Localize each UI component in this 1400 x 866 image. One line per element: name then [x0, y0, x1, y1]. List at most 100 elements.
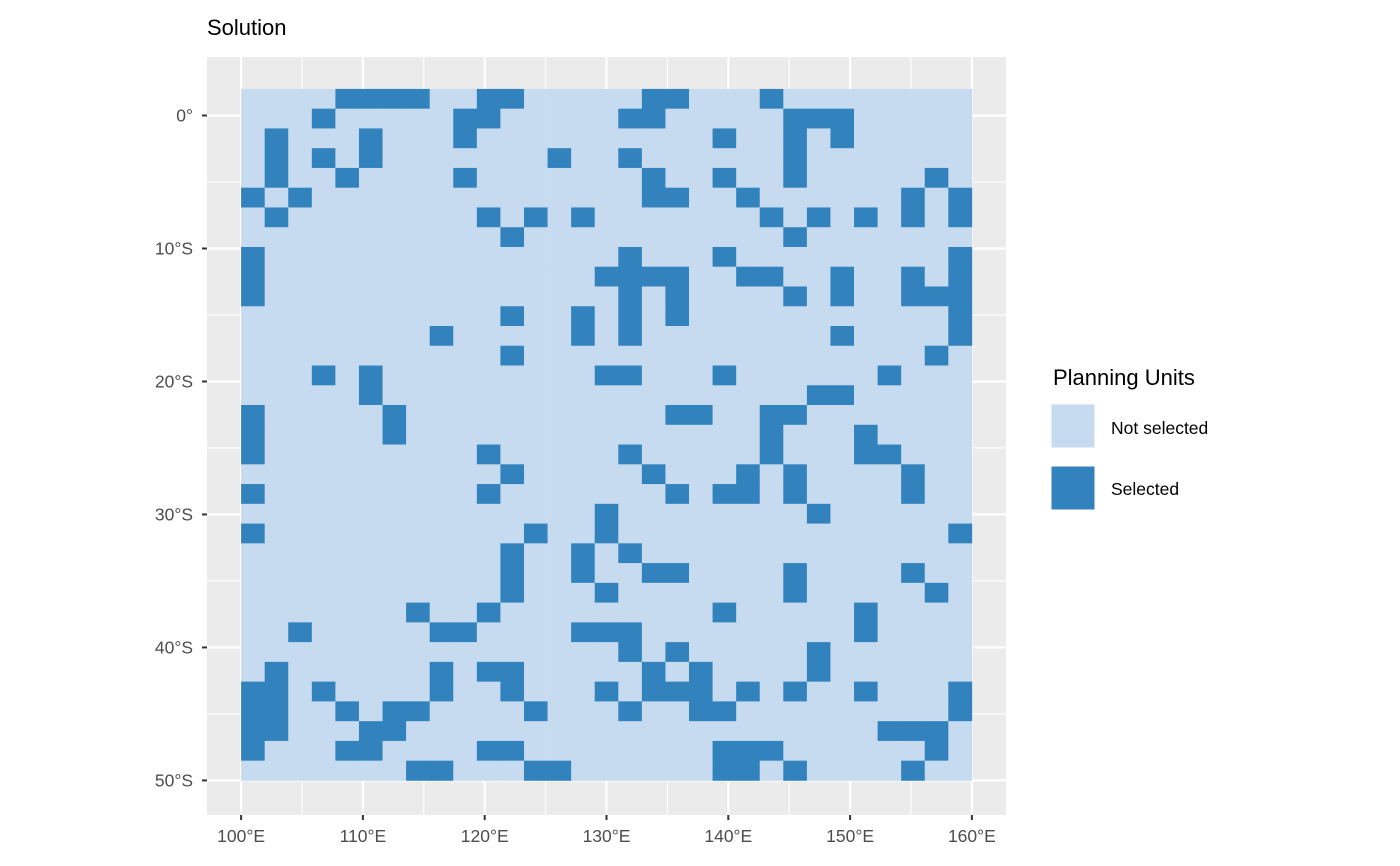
cell-not-selected — [854, 187, 878, 208]
cell-selected — [806, 385, 831, 406]
cell-not-selected — [901, 602, 926, 623]
cell-not-selected — [618, 88, 643, 110]
cell-not-selected — [547, 326, 572, 347]
cell-not-selected — [759, 622, 784, 643]
cell-not-selected — [806, 365, 831, 386]
cell-not-selected — [806, 444, 831, 465]
cell-not-selected — [288, 385, 313, 406]
cell-not-selected — [429, 563, 454, 584]
cell-not-selected — [641, 148, 666, 169]
cell-not-selected — [500, 326, 525, 347]
cell-selected — [429, 681, 454, 702]
cell-not-selected — [924, 681, 949, 702]
cell-not-selected — [712, 306, 737, 327]
cell-not-selected — [429, 464, 454, 485]
cell-selected — [877, 721, 902, 742]
cell-selected — [665, 286, 690, 307]
cell-selected — [665, 187, 690, 208]
cell-not-selected — [712, 681, 737, 702]
cell-selected — [476, 661, 501, 682]
cell-selected — [241, 523, 266, 544]
cell-selected — [500, 661, 525, 682]
cell-not-selected — [830, 543, 855, 564]
cell-not-selected — [759, 246, 784, 268]
cell-not-selected — [877, 207, 902, 228]
cell-not-selected — [382, 286, 407, 307]
cell-not-selected — [736, 622, 761, 643]
cell-selected — [712, 365, 737, 386]
cell-not-selected — [288, 266, 313, 287]
cell-not-selected — [500, 385, 525, 406]
cell-not-selected — [854, 760, 878, 781]
cell-not-selected — [288, 108, 313, 129]
cell-not-selected — [877, 405, 902, 426]
cell-not-selected — [641, 207, 666, 228]
cell-not-selected — [241, 661, 266, 682]
cell-selected — [948, 266, 973, 287]
cell-selected — [924, 167, 949, 189]
cell-not-selected — [736, 661, 761, 682]
cell-not-selected — [476, 701, 501, 722]
cell-selected — [901, 484, 926, 505]
cell-not-selected — [358, 424, 383, 445]
cell-selected — [783, 464, 808, 485]
cell-not-selected — [806, 721, 831, 742]
cell-not-selected — [759, 484, 784, 505]
cell-not-selected — [665, 582, 690, 603]
cell-selected — [571, 326, 596, 347]
cell-not-selected — [736, 148, 761, 169]
cell-not-selected — [877, 602, 902, 623]
cell-not-selected — [264, 523, 289, 544]
cell-not-selected — [783, 88, 808, 110]
cell-not-selected — [948, 740, 973, 762]
cell-selected — [924, 345, 949, 366]
cell-not-selected — [335, 681, 360, 702]
cell-not-selected — [571, 227, 596, 248]
cell-not-selected — [759, 642, 784, 663]
cell-not-selected — [571, 187, 596, 208]
cell-not-selected — [288, 661, 313, 682]
cell-selected — [406, 88, 431, 110]
cell-not-selected — [571, 464, 596, 485]
cell-not-selected — [406, 207, 431, 228]
cell-not-selected — [382, 246, 407, 268]
cell-not-selected — [476, 543, 501, 564]
cell-not-selected — [453, 701, 478, 722]
cell-not-selected — [241, 326, 266, 347]
cell-not-selected — [429, 286, 454, 307]
cell-not-selected — [429, 306, 454, 327]
cell-not-selected — [665, 661, 690, 682]
cell-not-selected — [665, 622, 690, 643]
cell-not-selected — [571, 642, 596, 663]
cell-not-selected — [547, 167, 572, 189]
cell-not-selected — [571, 602, 596, 623]
cell-not-selected — [453, 266, 478, 287]
cell-not-selected — [476, 246, 501, 268]
cell-not-selected — [547, 484, 572, 505]
cell-selected — [594, 266, 619, 287]
cell-selected — [429, 622, 454, 643]
cell-not-selected — [476, 326, 501, 347]
cell-not-selected — [924, 602, 949, 623]
cell-not-selected — [382, 187, 407, 208]
cell-not-selected — [618, 405, 643, 426]
cell-not-selected — [830, 444, 855, 465]
cell-not-selected — [358, 661, 383, 682]
cell-not-selected — [429, 365, 454, 386]
cell-not-selected — [924, 326, 949, 347]
cell-selected — [453, 167, 478, 189]
cell-not-selected — [547, 108, 572, 129]
cell-not-selected — [406, 721, 431, 742]
cell-selected — [641, 464, 666, 485]
cell-not-selected — [948, 602, 973, 623]
cell-selected — [311, 681, 336, 702]
cell-selected — [406, 701, 431, 722]
cell-not-selected — [806, 326, 831, 347]
cell-not-selected — [358, 563, 383, 584]
cell-not-selected — [783, 721, 808, 742]
cell-selected — [665, 642, 690, 663]
cell-not-selected — [241, 227, 266, 248]
cell-not-selected — [594, 108, 619, 129]
cell-not-selected — [641, 405, 666, 426]
